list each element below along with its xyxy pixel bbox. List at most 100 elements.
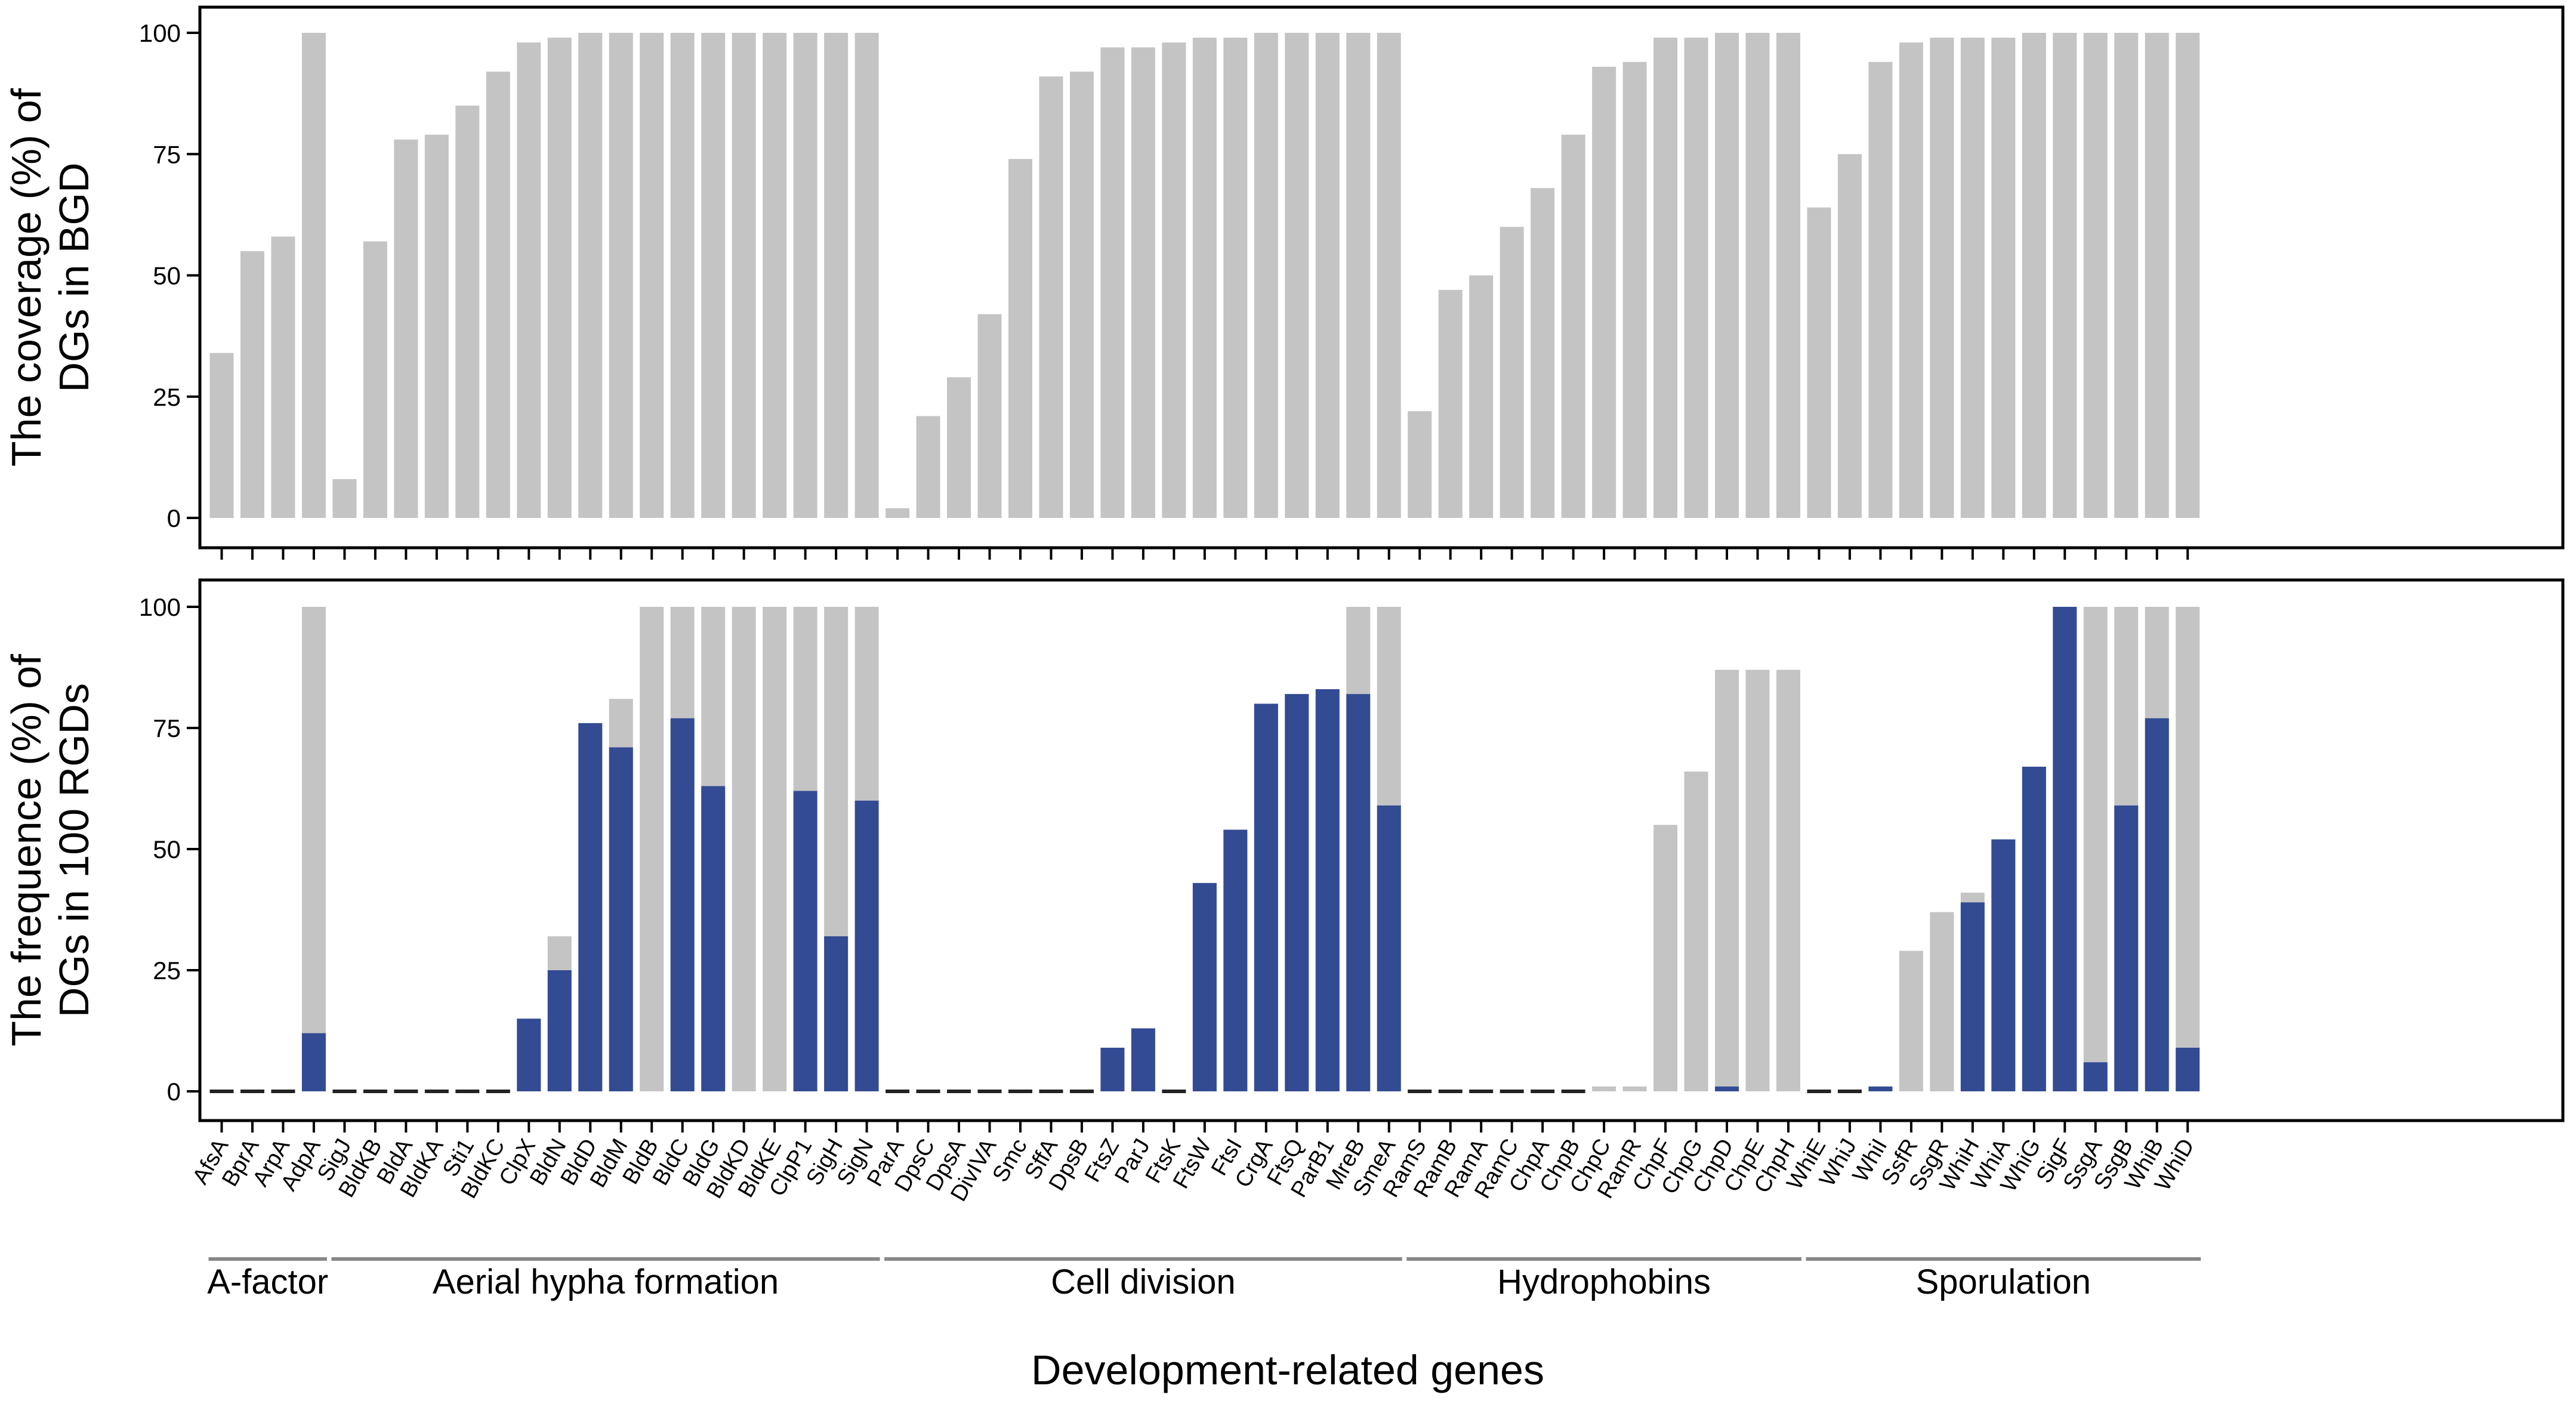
- bar-coverage-bldm: [609, 33, 633, 518]
- bar-coverage-sti1: [455, 105, 480, 518]
- y-tick-label: 50: [153, 835, 181, 863]
- bar-coverage-ftsq: [1285, 33, 1309, 518]
- bar-zero-sffa: [1039, 1090, 1063, 1093]
- bar-frequency-total-chph: [1776, 669, 1800, 1091]
- bar-frequency-total-chpf: [1653, 825, 1678, 1091]
- y-tick-label: 100: [139, 19, 181, 47]
- bar-frequency-subset-smea: [1377, 805, 1401, 1091]
- bar-coverage-ssgb: [2114, 33, 2139, 518]
- bar-zero-chpa: [1531, 1090, 1555, 1093]
- bar-coverage-arpa: [271, 236, 295, 518]
- bar-coverage-ftsi: [1223, 38, 1248, 518]
- bar-zero-bldka: [424, 1090, 449, 1093]
- bar-coverage-ftsz: [1100, 47, 1125, 518]
- bar-coverage-ssfr: [1899, 42, 1923, 518]
- bar-zero-chpb: [1561, 1090, 1585, 1093]
- y-axis-title: The frequence (%) ofDGs in 100 RGDs: [3, 654, 97, 1047]
- bar-zero-afsa: [209, 1090, 234, 1093]
- y-tick-label: 25: [153, 383, 181, 411]
- bar-frequency-subset-bldg: [701, 786, 726, 1091]
- bar-coverage-bldke: [763, 33, 787, 518]
- bar-frequency-subset-mreb: [1346, 694, 1371, 1091]
- bar-frequency-total-chpd: [1715, 669, 1739, 1091]
- bar-frequency-total-whid: [2176, 607, 2200, 1091]
- bar-coverage-bldkd: [732, 33, 756, 518]
- bar-coverage-ssgr: [1930, 38, 1954, 518]
- bar-coverage-clpp1: [793, 33, 817, 518]
- bar-frequency-total-bldb: [640, 607, 664, 1091]
- bar-coverage-bldg: [701, 33, 726, 518]
- bar-zero-ramc: [1500, 1090, 1524, 1093]
- bar-coverage-bpra: [240, 251, 264, 518]
- bar-coverage-clpx: [517, 42, 541, 518]
- bar-frequency-subset-whii: [1868, 1086, 1893, 1091]
- bar-frequency-total-chpe: [1745, 669, 1770, 1091]
- panel-coverage: 0 25 50 75 100 The coverage (%) ofDGs in BGD: [3, 5, 2565, 560]
- group-label: Aerial hypha formation: [433, 1263, 779, 1301]
- bar-frequency-subset-bldd: [578, 723, 603, 1091]
- bar-frequency-subset-ftsw: [1192, 882, 1217, 1091]
- bar-frequency-subset-whih: [1960, 902, 1985, 1091]
- bar-frequency-total-bldke: [763, 607, 787, 1091]
- y-axis-title: The coverage (%) ofDGs in BGD: [3, 88, 97, 467]
- bar-coverage-chpf: [1653, 38, 1678, 518]
- bar-zero-smc: [1008, 1090, 1032, 1093]
- bar-coverage-mreb: [1346, 33, 1371, 518]
- bar-coverage-bldka: [424, 134, 449, 519]
- bar-frequency-subset-crga: [1254, 703, 1278, 1091]
- y-tick-label: 100: [139, 593, 181, 621]
- bar-frequency-subset-ssga: [2083, 1062, 2108, 1091]
- y-tick-label: 0: [167, 504, 181, 532]
- bar-zero-ftsk: [1162, 1090, 1186, 1093]
- bar-coverage-ftsw: [1192, 38, 1217, 518]
- panel-frame: [198, 5, 2565, 550]
- y-tick-label: 50: [153, 262, 181, 290]
- bar-coverage-ramr: [1622, 61, 1647, 518]
- bar-frequency-subset-ftsi: [1223, 829, 1248, 1091]
- bar-frequency-subset-sign: [854, 800, 879, 1091]
- bar-zero-whie: [1807, 1090, 1831, 1093]
- bar-coverage-chpd: [1715, 33, 1739, 518]
- bar-zero-bldkc: [486, 1090, 510, 1093]
- bar-frequency-subset-ssgb: [2114, 805, 2139, 1091]
- group-label: Cell division: [1051, 1263, 1235, 1301]
- bar-frequency-subset-parb1: [1315, 689, 1340, 1091]
- bar-coverage-chpe: [1745, 33, 1770, 518]
- bar-frequency-subset-bldn: [547, 970, 572, 1091]
- bar-coverage-whii: [1868, 61, 1893, 518]
- bar-coverage-smea: [1377, 33, 1401, 518]
- bar-frequency-total-chpg: [1684, 772, 1708, 1091]
- y-axis-title-line2: DGs in BGD: [51, 162, 97, 392]
- bar-coverage-diviva: [977, 314, 1002, 518]
- bar-zero-bldkb: [363, 1090, 387, 1093]
- bar-coverage-sign: [854, 33, 879, 518]
- bar-frequency-subset-parj: [1131, 1028, 1155, 1091]
- bar-coverage-bldc: [670, 33, 695, 518]
- bar-frequency-subset-ftsz: [1100, 1047, 1125, 1091]
- bar-frequency-subset-bldc: [670, 718, 695, 1091]
- bar-frequency-subset-whib: [2145, 718, 2169, 1091]
- bar-coverage-adpa: [301, 33, 326, 518]
- bar-zero-rama: [1469, 1090, 1494, 1093]
- bar-coverage-parb1: [1315, 33, 1340, 518]
- bar-coverage-bldkc: [486, 72, 510, 519]
- bar-frequency-total-adpa: [301, 607, 326, 1091]
- group-label: Sporulation: [1916, 1263, 2091, 1301]
- bar-frequency-total-bldkd: [732, 607, 756, 1091]
- y-tick-label: 0: [167, 1078, 181, 1106]
- bar-zero-diviva: [977, 1090, 1002, 1093]
- bar-coverage-ftsk: [1162, 42, 1186, 518]
- bar-zero-bpra: [240, 1090, 264, 1093]
- y-tick-label: 75: [153, 140, 181, 168]
- bar-coverage-dpsb: [1069, 72, 1094, 519]
- y-axis-title-line1: The coverage (%) of: [3, 88, 50, 467]
- bar-coverage-bldb: [640, 33, 664, 518]
- bar-coverage-ssga: [2083, 33, 2108, 518]
- bar-coverage-ramc: [1500, 227, 1524, 518]
- bar-coverage-bldkb: [363, 241, 387, 518]
- bar-coverage-chpb: [1561, 134, 1585, 519]
- bar-coverage-rama: [1469, 275, 1494, 518]
- bar-coverage-parj: [1131, 47, 1155, 518]
- bar-zero-rams: [1408, 1090, 1432, 1093]
- bar-coverage-whij: [1837, 154, 1862, 518]
